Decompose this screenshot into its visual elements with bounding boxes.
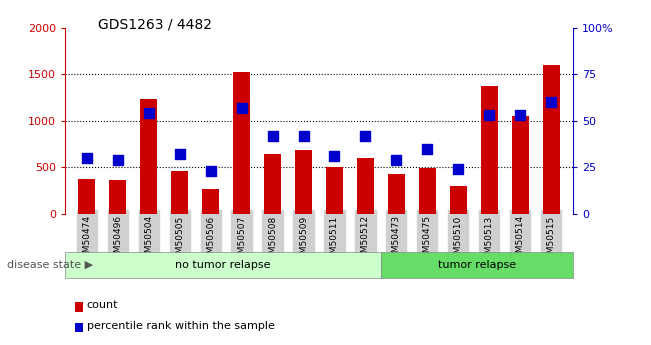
Point bbox=[113, 157, 123, 162]
Bar bbox=[450, 186, 467, 214]
Point bbox=[329, 154, 340, 159]
Point bbox=[206, 168, 216, 174]
Bar bbox=[388, 174, 405, 214]
Point bbox=[391, 157, 402, 162]
Text: GDS1263 / 4482: GDS1263 / 4482 bbox=[98, 17, 212, 31]
Bar bbox=[326, 167, 343, 214]
Point bbox=[515, 112, 525, 118]
Point bbox=[484, 112, 495, 118]
Bar bbox=[512, 116, 529, 214]
Bar bbox=[233, 72, 250, 214]
Bar bbox=[171, 171, 188, 214]
Point bbox=[81, 155, 92, 161]
Bar bbox=[357, 158, 374, 214]
Text: disease state ▶: disease state ▶ bbox=[7, 260, 92, 270]
Point bbox=[422, 146, 432, 151]
Text: count: count bbox=[87, 300, 118, 310]
Bar bbox=[419, 168, 436, 214]
Point bbox=[546, 99, 557, 105]
Point bbox=[298, 133, 309, 138]
Bar bbox=[481, 86, 498, 214]
Text: tumor relapse: tumor relapse bbox=[438, 260, 516, 270]
Bar bbox=[140, 99, 157, 214]
Point bbox=[453, 166, 464, 172]
Point bbox=[236, 105, 247, 110]
Point bbox=[360, 133, 370, 138]
Point bbox=[143, 110, 154, 116]
Text: percentile rank within the sample: percentile rank within the sample bbox=[87, 321, 275, 331]
Bar bbox=[202, 189, 219, 214]
Bar bbox=[295, 150, 312, 214]
Text: no tumor relapse: no tumor relapse bbox=[175, 260, 271, 270]
Bar bbox=[264, 154, 281, 214]
Bar bbox=[543, 65, 560, 214]
Point bbox=[268, 133, 278, 138]
Point bbox=[174, 151, 185, 157]
Bar bbox=[109, 180, 126, 214]
Bar bbox=[78, 179, 95, 214]
